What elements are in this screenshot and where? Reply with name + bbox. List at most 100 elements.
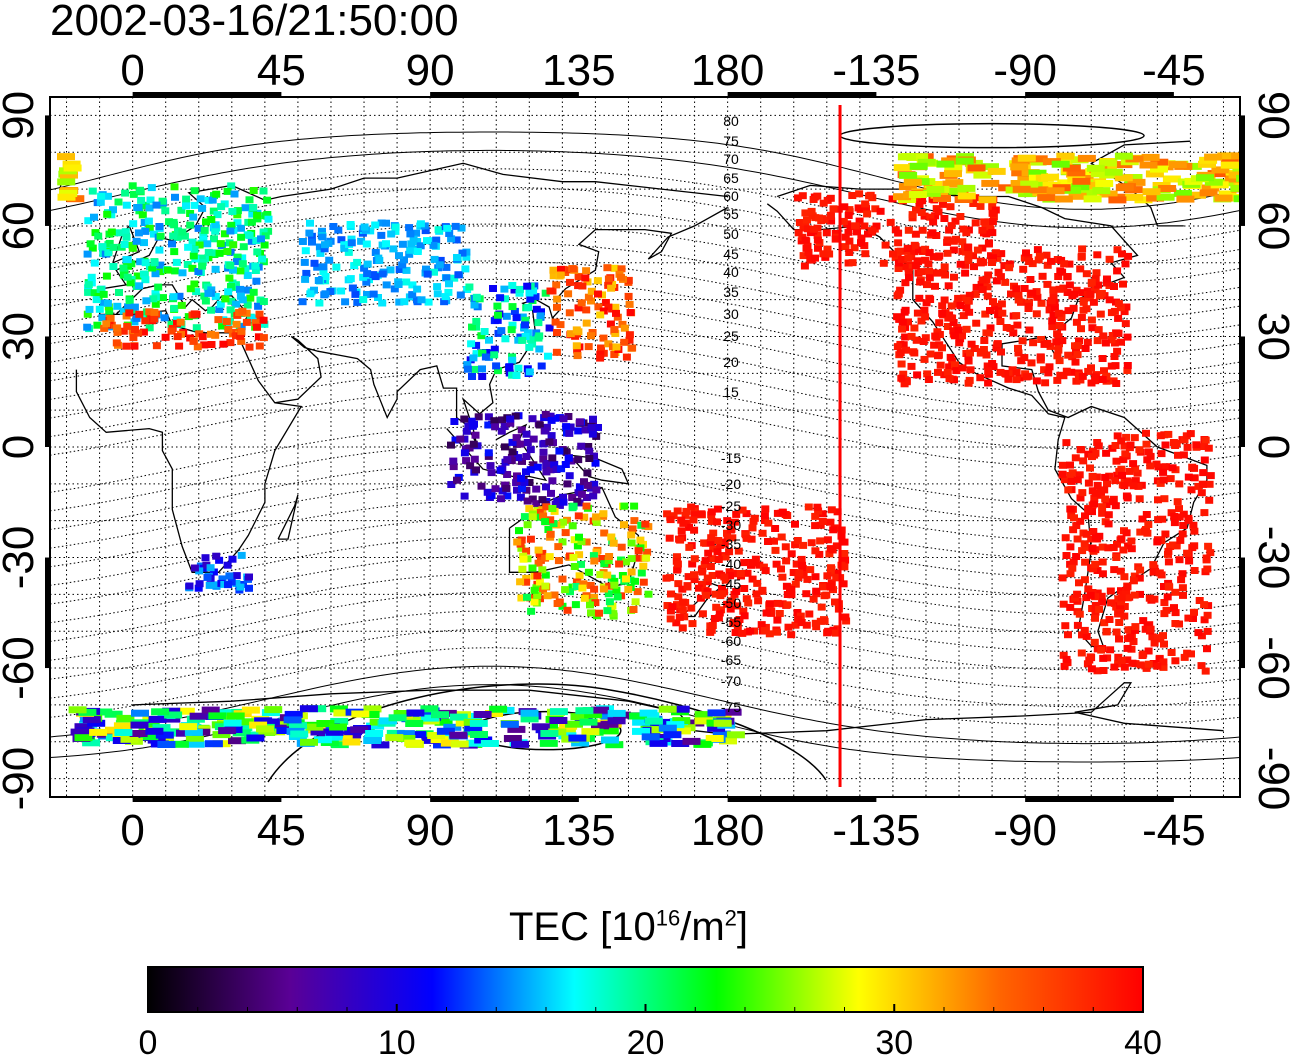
- tec-cell: [816, 537, 825, 545]
- tec-cell: [1005, 264, 1014, 272]
- tec-cell: [1199, 469, 1208, 477]
- tec-cell: [956, 260, 965, 268]
- tec-cell: [1183, 549, 1192, 557]
- tec-cell: [783, 601, 792, 609]
- tec-cell: [823, 629, 832, 636]
- tec-cell: [564, 454, 573, 462]
- tec-cell: [484, 449, 493, 457]
- tec-cell: [450, 740, 469, 748]
- tec-cell: [933, 195, 951, 202]
- tec-cell: [666, 615, 675, 623]
- tec-cell: [552, 281, 561, 289]
- tec-cell: [1129, 460, 1138, 468]
- tec-cell: [374, 294, 382, 301]
- tec-cell: [521, 333, 530, 340]
- tec-cell: [622, 575, 630, 583]
- tec-cell: [86, 240, 95, 248]
- tec-cell: [215, 306, 224, 313]
- tec-cell: [799, 541, 808, 549]
- tec-cell: [969, 200, 978, 207]
- tec-cell: [617, 556, 625, 564]
- tec-cell: [1058, 574, 1067, 582]
- tec-cell: [180, 232, 189, 240]
- tec-cell: [1160, 610, 1169, 618]
- tec-cell: [577, 560, 585, 568]
- tec-cell: [801, 236, 810, 244]
- tec-cell: [363, 737, 382, 744]
- tec-cell: [988, 218, 997, 226]
- tec-cell: [1161, 441, 1170, 449]
- tec-cell: [378, 299, 387, 307]
- tec-cell: [770, 537, 778, 545]
- tec-cell: [114, 198, 123, 206]
- tec-cell: [589, 492, 598, 500]
- tec-cell: [395, 252, 403, 260]
- tec-cell: [1091, 601, 1100, 609]
- tec-cell: [600, 727, 619, 735]
- tec-cell: [913, 371, 922, 379]
- tec-cell: [211, 265, 220, 273]
- tec-cell: [542, 483, 550, 491]
- tec-cell: [996, 318, 1005, 325]
- tec-cell: [1184, 473, 1193, 481]
- tec-cell: [1068, 564, 1077, 572]
- tec-cell: [994, 268, 1003, 276]
- tec-cell: [319, 268, 328, 276]
- tec-cell: [946, 314, 955, 322]
- tec-cell: [264, 227, 273, 235]
- tec-cell: [955, 339, 964, 347]
- tec-cell: [1119, 280, 1127, 288]
- tec-cell: [546, 412, 555, 420]
- tec-cell: [1129, 482, 1138, 490]
- tec-cell: [260, 241, 269, 249]
- tec-cell: [131, 326, 139, 333]
- tec-cell: [1150, 595, 1159, 603]
- tec-cell: [1078, 245, 1087, 253]
- tec-cell: [753, 579, 762, 587]
- tec-cell: [981, 310, 990, 318]
- tec-cell: [712, 730, 731, 738]
- tec-cell: [243, 272, 252, 279]
- tec-cell: [713, 518, 721, 526]
- tec-cell: [707, 709, 726, 717]
- tec-cell: [233, 253, 242, 261]
- tec-cell: [617, 265, 626, 273]
- tec-cell: [751, 555, 760, 563]
- tec-cell: [604, 340, 613, 348]
- tec-cell: [1069, 304, 1078, 312]
- tec-cell: [156, 232, 165, 240]
- contour-label: 40: [723, 264, 739, 280]
- tec-cell: [472, 350, 481, 358]
- tec-cell: [223, 187, 232, 195]
- tec-cell: [198, 258, 207, 266]
- tec-cell: [907, 362, 916, 370]
- tec-cell: [794, 574, 803, 582]
- tec-cell: [395, 266, 404, 273]
- tec-cell: [565, 309, 574, 317]
- tec-cell: [1179, 451, 1188, 459]
- tec-cell: [394, 281, 403, 288]
- tec-cell: [1117, 598, 1126, 606]
- tec-cell: [207, 341, 216, 348]
- tec-cell: [224, 288, 233, 296]
- tec-cell: [122, 201, 131, 209]
- tec-cell: [976, 202, 985, 210]
- tec-cell: [528, 415, 537, 423]
- tec-cell: [361, 711, 380, 718]
- tec-cell: [913, 257, 922, 265]
- tec-cell: [1143, 456, 1152, 464]
- tec-cell: [814, 507, 823, 515]
- tec-cell: [707, 517, 716, 525]
- tec-cell: [452, 236, 461, 244]
- tec-cell: [442, 274, 451, 282]
- tec-cell: [557, 726, 576, 734]
- tec-cell: [232, 580, 241, 587]
- tec-cell: [1190, 527, 1199, 535]
- tec-cell: [178, 228, 187, 236]
- tec-cell: [581, 728, 600, 736]
- tec-cell: [649, 739, 668, 747]
- left-frame-bar: [45, 336, 50, 447]
- tec-cell: [1113, 246, 1122, 254]
- tec-cell: [609, 610, 618, 618]
- tec-cell: [903, 244, 912, 252]
